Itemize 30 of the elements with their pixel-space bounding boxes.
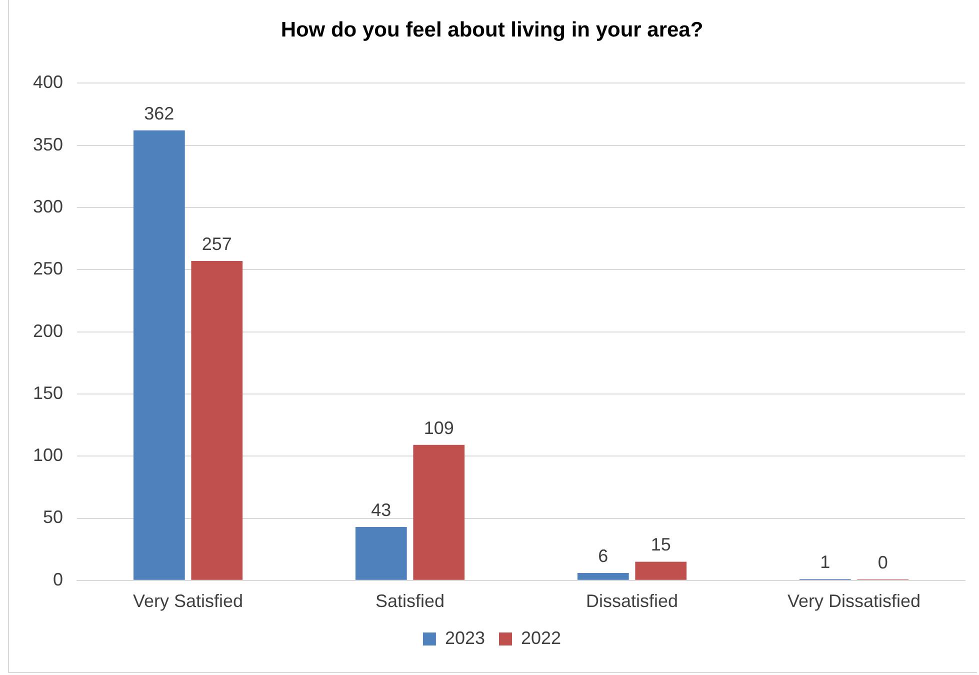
bar [577, 572, 629, 580]
x-tick-label: Satisfied [375, 591, 445, 612]
y-tick-label: 200 [32, 320, 64, 341]
y-tick-label: 50 [43, 507, 64, 528]
bar [635, 562, 687, 580]
x-tick-label: Very Dissatisfied [787, 591, 921, 612]
data-label: 6 [598, 546, 608, 566]
y-tick-label: 0 [53, 569, 64, 590]
y-tick-label: 150 [32, 382, 64, 403]
data-label: 1 [820, 552, 830, 572]
chart-title: How do you feel about living in your area? [280, 18, 704, 42]
data-label: 362 [144, 103, 174, 124]
data-label: 0 [878, 552, 888, 572]
x-tick-label: Dissatisfied [586, 591, 678, 612]
data-label: 109 [424, 418, 454, 438]
y-tick-label: 250 [32, 258, 64, 279]
legend-label: 2022 [521, 628, 562, 648]
data-label: 43 [371, 500, 392, 520]
bar [191, 260, 243, 580]
y-tick-label: 350 [32, 134, 64, 154]
y-tick-label: 300 [32, 196, 64, 216]
data-label: 257 [202, 234, 232, 254]
data-label: 15 [650, 534, 671, 555]
bar [355, 526, 407, 580]
bar [133, 130, 185, 580]
x-tick-label: Very Satisfied [132, 591, 244, 612]
legend-label: 2023 [444, 628, 486, 648]
bar [413, 444, 465, 580]
y-tick-label: 100 [32, 445, 64, 466]
y-tick-label: 400 [32, 72, 64, 92]
